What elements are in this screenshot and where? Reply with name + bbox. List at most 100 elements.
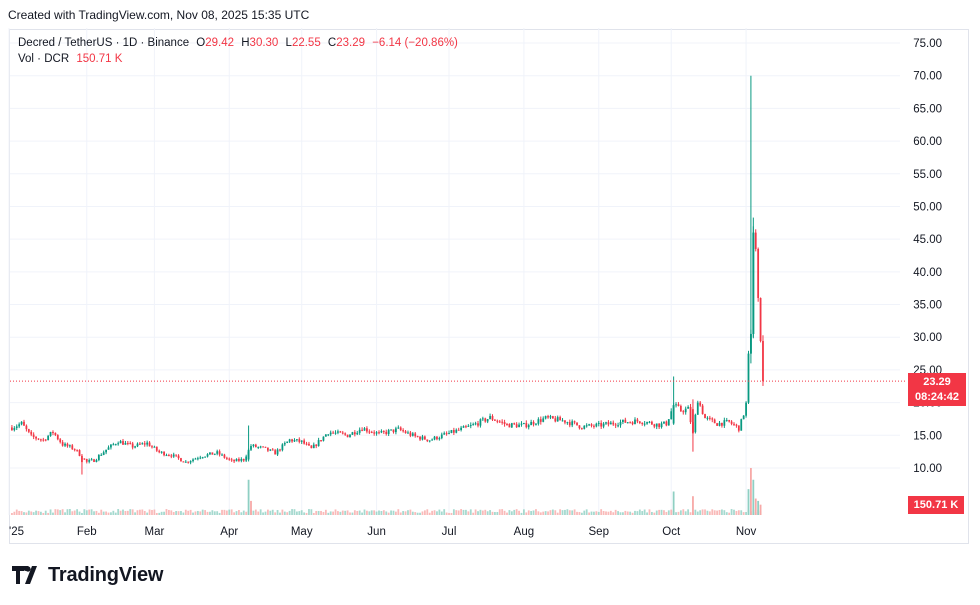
- candle-body: [392, 429, 395, 433]
- price-tick-label: 30.00: [913, 332, 942, 344]
- volume-bar: [631, 512, 634, 515]
- volume-bar: [580, 512, 583, 515]
- volume-bar: [39, 511, 42, 515]
- last-price-tag: 23.29 08:24:42: [908, 373, 966, 406]
- tradingview-logo[interactable]: TradingView: [12, 564, 163, 587]
- candle-body: [54, 432, 57, 436]
- volume-bar: [68, 509, 71, 515]
- grid-lines: [8, 28, 900, 515]
- candle-body: [100, 454, 103, 456]
- candle-body: [233, 460, 235, 462]
- volume-bar: [551, 509, 554, 515]
- volume-bar: [718, 509, 721, 515]
- volume-bar: [759, 504, 762, 515]
- volume-tag: 150.71 K: [908, 496, 964, 514]
- candle-body: [455, 429, 458, 433]
- candle-body: [47, 435, 50, 441]
- volume-bar: [134, 512, 136, 515]
- candle-body: [747, 353, 750, 403]
- change-value: −6.14 (−20.86%): [372, 37, 458, 49]
- volume-bar: [23, 512, 25, 515]
- bar-countdown: 08:24:42: [914, 391, 960, 403]
- candle-body: [155, 446, 158, 451]
- candle-body: [218, 451, 221, 455]
- candle-body: [745, 402, 747, 416]
- volume-bar: [539, 512, 542, 515]
- time-axis[interactable]: '25 Feb Mar Apr May Jun Jul Aug Sep Oct Nov: [9, 526, 757, 538]
- candle-body: [119, 441, 122, 444]
- candle-body: [61, 442, 64, 446]
- volume-bar: [535, 509, 537, 515]
- volume-bar: [402, 511, 405, 515]
- candle-body: [105, 449, 107, 453]
- candle-body: [576, 422, 578, 426]
- low-value: 22.55: [291, 37, 321, 49]
- symbol-label[interactable]: Decred / TetherUS · 1D · Binance: [18, 37, 190, 49]
- volume-bar: [143, 510, 146, 515]
- volume-bar: [665, 511, 668, 515]
- volume-label[interactable]: Vol · DCR: [18, 53, 70, 65]
- candle-body: [411, 433, 414, 436]
- volume-bar: [160, 511, 163, 515]
- candle-body: [443, 433, 446, 435]
- volume-bar: [274, 512, 277, 515]
- candle-body: [566, 422, 569, 424]
- volume-bar: [324, 509, 327, 515]
- candle-body: [167, 455, 170, 457]
- candle-body: [704, 414, 706, 419]
- volume-bar: [622, 512, 624, 515]
- candle-body: [170, 455, 173, 457]
- volume-bar: [238, 509, 240, 515]
- volume-bar: [358, 510, 361, 515]
- candle-body: [735, 424, 738, 426]
- volume-bar: [225, 510, 228, 515]
- candle-body: [18, 424, 21, 427]
- volume-bar: [566, 509, 569, 515]
- candle-body: [30, 431, 33, 435]
- candle-body: [160, 451, 163, 453]
- volume-bar: [44, 510, 47, 515]
- price-axis[interactable]: 10.0015.0020.0025.0030.0035.0040.0045.00…: [913, 38, 942, 475]
- volume-bar: [602, 511, 605, 515]
- candle-body: [725, 420, 728, 422]
- candle-body: [535, 423, 537, 425]
- candle-body: [165, 455, 168, 457]
- candle-body: [527, 425, 530, 428]
- low-label: L: [285, 37, 292, 49]
- candle-body: [481, 418, 484, 420]
- candle-body: [341, 432, 344, 434]
- candle-body: [718, 422, 721, 426]
- candle-body: [136, 443, 139, 447]
- candle-body: [293, 440, 296, 442]
- candle-body: [356, 432, 359, 435]
- candle-body: [276, 449, 279, 455]
- candle-body: [90, 459, 93, 461]
- volume-bar: [407, 510, 409, 515]
- volume-bar: [286, 512, 289, 515]
- candle-body: [723, 420, 726, 426]
- candle-body: [561, 420, 564, 422]
- candle-body: [283, 443, 286, 445]
- candle-body: [404, 431, 407, 434]
- volume-bar: [588, 512, 590, 515]
- candle-body: [605, 422, 607, 424]
- volume-bar: [484, 509, 487, 515]
- volume-bar: [218, 512, 221, 515]
- volume-bar: [194, 511, 197, 515]
- volume-bar: [206, 511, 209, 515]
- candle-body: [682, 411, 685, 413]
- volume-bar: [542, 511, 545, 515]
- candle-body: [59, 439, 62, 443]
- candle-body: [131, 443, 134, 448]
- volume-bar: [745, 511, 747, 515]
- volume-bar: [15, 509, 18, 515]
- candle-body: [110, 444, 112, 448]
- candle-body: [397, 427, 400, 429]
- volume-bar: [455, 510, 458, 515]
- candle-body: [532, 421, 535, 425]
- volume-bar: [351, 512, 354, 515]
- candle-body: [549, 416, 552, 418]
- candle-body: [515, 424, 518, 428]
- volume-bar: [235, 511, 238, 515]
